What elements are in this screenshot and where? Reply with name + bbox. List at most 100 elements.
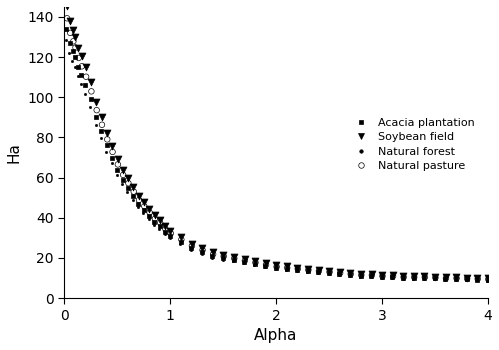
Point — [82, 74, 90, 79]
Point — [336, 269, 344, 275]
Point — [410, 275, 418, 281]
Point — [98, 122, 106, 127]
Point — [251, 261, 259, 267]
Point — [356, 274, 364, 280]
Point — [230, 254, 238, 259]
Point — [473, 277, 481, 282]
Point — [108, 143, 116, 148]
Point — [71, 34, 79, 40]
Point — [71, 54, 79, 60]
Point — [140, 203, 148, 209]
Point — [325, 271, 333, 277]
Point — [441, 276, 449, 282]
Point — [282, 267, 290, 273]
Point — [62, 26, 70, 32]
Point — [113, 172, 121, 177]
Point — [314, 269, 322, 275]
Point — [151, 216, 159, 222]
Point — [367, 274, 375, 280]
Point — [220, 253, 228, 259]
X-axis label: Alpha: Alpha — [254, 328, 298, 343]
Point — [81, 83, 89, 88]
Point — [431, 274, 439, 280]
Point — [325, 268, 333, 274]
Point — [103, 143, 111, 148]
Point — [69, 27, 77, 33]
Point — [86, 104, 94, 110]
Point — [400, 274, 408, 280]
Point — [63, 15, 71, 21]
Point — [367, 273, 375, 279]
Point — [357, 272, 365, 278]
Point — [97, 135, 105, 141]
Point — [161, 223, 169, 229]
Point — [92, 99, 100, 105]
Point — [74, 45, 82, 50]
Point — [81, 91, 89, 97]
Point — [389, 273, 397, 279]
Point — [114, 156, 122, 161]
Point — [315, 267, 323, 273]
Point — [162, 226, 170, 232]
Point — [463, 276, 471, 281]
Point — [129, 184, 137, 190]
Point — [368, 271, 376, 277]
Point — [66, 30, 74, 36]
Point — [177, 237, 185, 243]
Point — [151, 212, 159, 218]
Point — [272, 264, 280, 270]
Point — [262, 260, 270, 266]
Point — [442, 275, 450, 281]
Point — [134, 205, 142, 210]
Point — [177, 239, 185, 245]
Point — [156, 217, 164, 223]
Point — [113, 167, 121, 173]
Point — [261, 265, 269, 270]
Point — [346, 272, 354, 278]
Point — [399, 275, 407, 281]
Point — [230, 259, 238, 264]
Point — [65, 40, 73, 46]
Point — [368, 272, 376, 278]
Point — [108, 160, 116, 166]
Point — [166, 233, 174, 239]
Point — [103, 130, 111, 135]
Point — [69, 48, 77, 54]
Point — [124, 181, 132, 186]
Point — [124, 185, 132, 190]
Point — [77, 54, 85, 59]
Point — [219, 257, 227, 262]
Point — [145, 206, 153, 211]
Point — [167, 228, 175, 233]
Point — [75, 55, 83, 61]
Point — [219, 255, 227, 261]
Point — [98, 114, 106, 120]
Point — [346, 270, 354, 276]
Point — [69, 38, 77, 44]
Point — [474, 276, 482, 282]
Point — [283, 264, 291, 269]
Point — [70, 64, 78, 70]
Point — [139, 210, 147, 216]
Point — [357, 271, 365, 277]
Point — [145, 216, 153, 222]
Point — [156, 223, 164, 229]
Point — [389, 272, 397, 278]
Point — [87, 97, 95, 102]
Point — [63, 4, 71, 9]
Point — [102, 149, 110, 154]
Point — [140, 199, 148, 205]
Point — [77, 72, 85, 78]
Point — [167, 231, 175, 236]
Point — [78, 63, 86, 69]
Point — [220, 252, 228, 257]
Point — [294, 266, 302, 272]
Point — [145, 213, 153, 218]
Point — [118, 182, 126, 187]
Point — [177, 234, 185, 240]
Point — [130, 189, 138, 194]
Point — [241, 256, 249, 262]
Point — [92, 114, 100, 120]
Point — [68, 58, 76, 64]
Point — [378, 273, 386, 279]
